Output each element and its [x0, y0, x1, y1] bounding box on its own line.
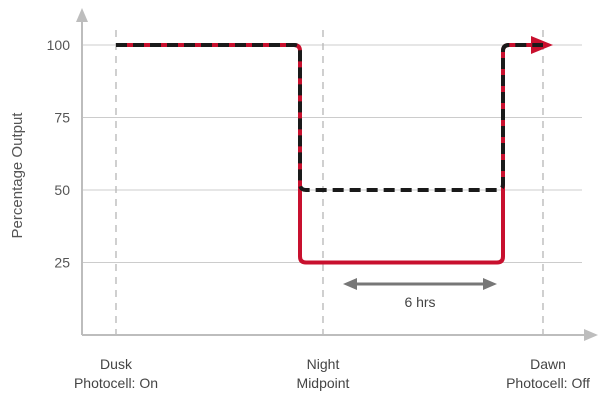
y-axis-arrow-icon	[76, 8, 88, 22]
xtick-dawn-line1: Dawn	[530, 356, 566, 372]
x-axis-arrow-icon	[584, 329, 598, 341]
span-arrow-left-icon	[343, 278, 357, 290]
xtick-midpoint-line1: Night	[307, 356, 340, 372]
labels: 25 50 75 100 Percentage Output Dusk Photocell:…	[9, 37, 590, 391]
xtick-dusk-line2: Photocell: On	[74, 375, 158, 391]
grid	[82, 30, 582, 335]
ytick-label-50: 50	[54, 182, 70, 198]
series-solid-line	[116, 43, 543, 265]
series-layer	[116, 36, 553, 265]
annotations: 6 hrs	[343, 278, 497, 310]
axes	[76, 8, 598, 341]
series-dashed-line	[116, 43, 543, 192]
span-label: 6 hrs	[404, 294, 435, 310]
xtick-dusk-line1: Dusk	[100, 356, 133, 372]
ytick-label-75: 75	[54, 110, 70, 126]
span-arrow-right-icon	[483, 278, 497, 290]
ytick-label-100: 100	[47, 37, 71, 53]
ytick-label-25: 25	[54, 255, 70, 271]
xtick-dawn-line2: Photocell: Off	[506, 375, 590, 391]
y-axis-label: Percentage Output	[9, 112, 26, 239]
xtick-midpoint-line2: Midpoint	[297, 375, 350, 391]
